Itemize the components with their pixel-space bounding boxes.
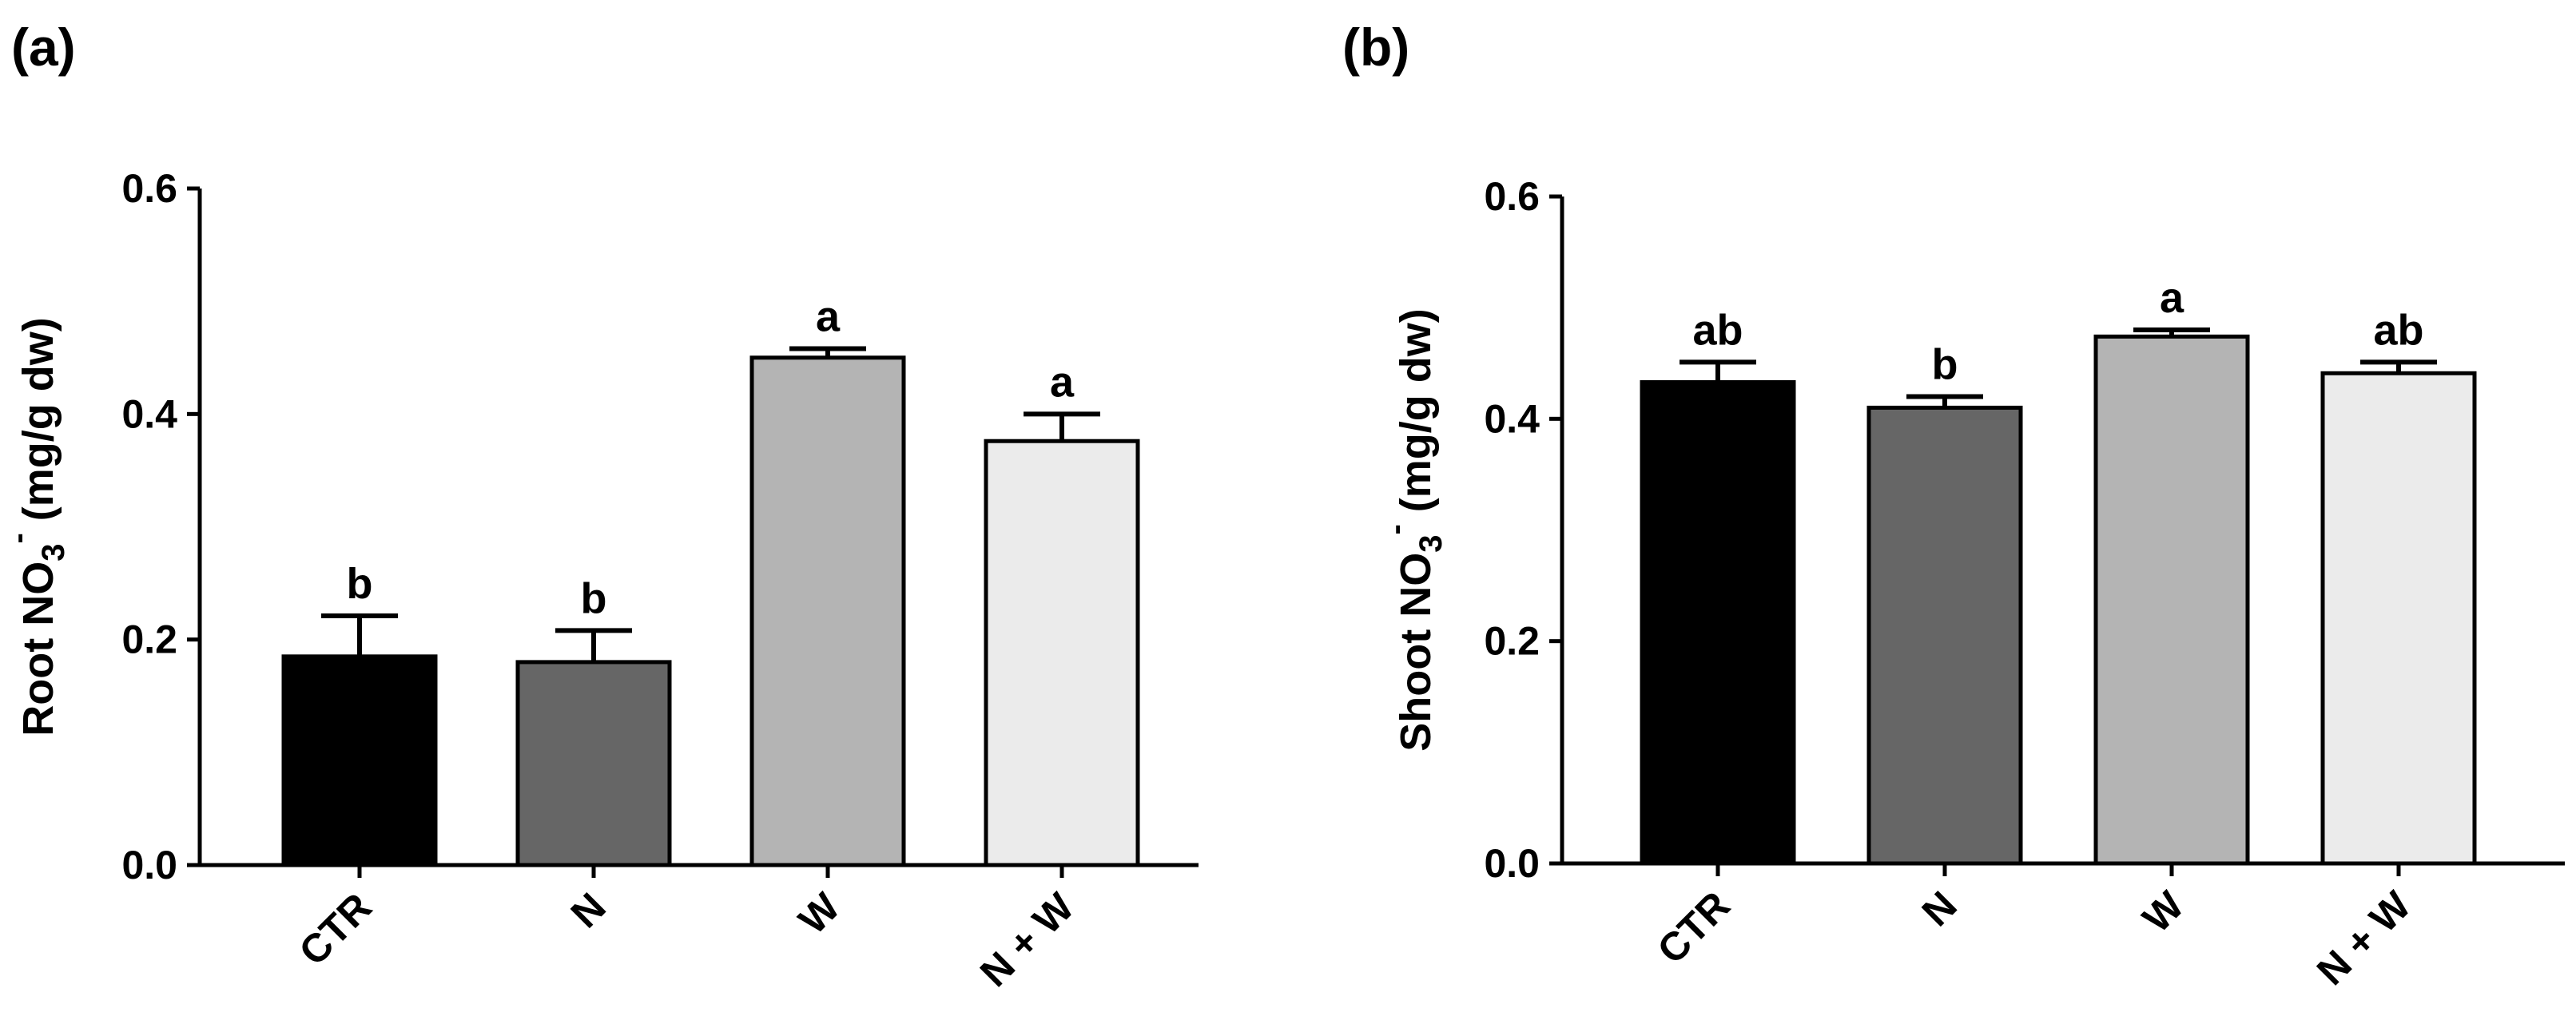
significance-label: b	[581, 574, 607, 622]
x-tick-label: N	[1914, 883, 1966, 935]
y-tick-label: 0.2	[1484, 619, 1540, 664]
y-tick-label: 0.2	[121, 617, 177, 662]
x-tick-label: N	[563, 884, 614, 936]
x-tick-label: CTR	[291, 884, 380, 974]
y-tick-label: 0.4	[1484, 396, 1540, 441]
y-tick-label: 0.6	[121, 166, 177, 211]
y-axis-title-main: Shoot NO	[1392, 553, 1440, 752]
x-tick-label: N + W	[972, 884, 1083, 995]
y-axis-title-subscript: 3	[1413, 535, 1449, 553]
y-axis-title-superscript: -	[1, 533, 36, 543]
bar-ctr	[281, 654, 438, 867]
y-axis-title-superscript: -	[1378, 524, 1413, 534]
panel-label: (b)	[1342, 18, 1409, 77]
bar-ctr	[1640, 379, 1796, 866]
significance-label: b	[1932, 341, 1958, 389]
bar-n-w	[2320, 371, 2477, 866]
y-axis-title-main: Root NO	[14, 562, 62, 736]
bar-n	[515, 660, 672, 867]
bar-w	[749, 355, 906, 867]
y-tick-label: 0.6	[1484, 174, 1540, 219]
significance-label: ab	[2373, 306, 2423, 354]
y-tick-label: 0.0	[121, 843, 177, 887]
x-tick-label: W	[2134, 883, 2193, 942]
bar-n-w	[984, 439, 1140, 867]
x-tick-label: W	[790, 884, 849, 943]
panel-label: (a)	[11, 18, 76, 77]
y-axis-title: Shoot NO3- (mg/g dw)	[1378, 308, 1449, 752]
y-axis-title-units: (mg/g dw)	[1392, 308, 1440, 524]
significance-label: b	[347, 560, 373, 608]
y-axis-title-units: (mg/g dw)	[14, 317, 62, 533]
significance-label: ab	[1692, 306, 1743, 354]
x-tick-label: N + W	[2308, 883, 2419, 994]
y-axis-title-subscript: 3	[36, 544, 71, 562]
bar-w	[2093, 334, 2250, 866]
significance-label: a	[816, 292, 841, 340]
significance-label: a	[1050, 358, 1075, 406]
y-tick-label: 0.4	[121, 391, 177, 436]
panel-a: (a) 0.0 0.2 0.4 0.6 Root NO3- (mg/g dw) b CTR b N…	[1, 18, 1199, 995]
x-tick-label: CTR	[1649, 883, 1739, 972]
significance-label: a	[2160, 274, 2184, 322]
y-axis-title: Root NO3- (mg/g dw)	[1, 317, 71, 736]
bar-n	[1866, 405, 2023, 866]
y-tick-label: 0.0	[1484, 841, 1540, 886]
